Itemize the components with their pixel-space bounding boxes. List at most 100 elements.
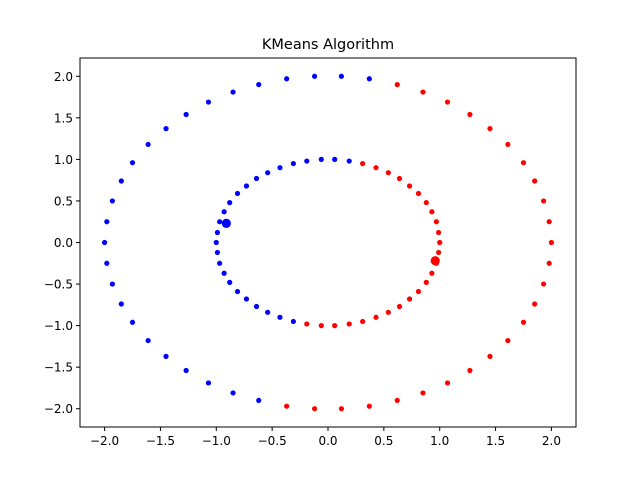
chart-title: KMeans Algorithm xyxy=(262,37,394,53)
data-point xyxy=(109,198,115,204)
data-point xyxy=(429,270,435,276)
data-point xyxy=(129,319,136,325)
x-tick-label: 0.0 xyxy=(318,434,337,448)
data-point xyxy=(227,279,233,285)
y-tick-label: −1.5 xyxy=(44,361,73,375)
data-point xyxy=(346,321,352,327)
data-point xyxy=(338,73,345,79)
data-point xyxy=(214,229,221,236)
data-point xyxy=(366,403,372,409)
data-point xyxy=(437,239,443,246)
data-point xyxy=(145,141,151,148)
data-point xyxy=(109,281,115,287)
data-point xyxy=(420,390,426,396)
data-point xyxy=(183,367,189,374)
data-point xyxy=(217,260,223,266)
data-point xyxy=(277,165,283,171)
data-point xyxy=(423,200,429,206)
data-point xyxy=(265,309,271,315)
data-point xyxy=(435,249,442,256)
data-point xyxy=(256,81,262,88)
y-tick-label: −2.0 xyxy=(44,402,73,416)
data-point xyxy=(284,76,290,82)
x-tick-label: 0.5 xyxy=(374,434,393,448)
y-tick-label: 0.0 xyxy=(54,236,73,250)
data-point xyxy=(487,353,493,359)
data-point xyxy=(221,270,227,276)
y-tick-label: 0.5 xyxy=(54,194,73,208)
data-point xyxy=(520,319,527,325)
data-point xyxy=(243,183,250,189)
data-point xyxy=(548,239,555,246)
data-point xyxy=(546,260,552,266)
x-tick-label: 1.0 xyxy=(430,434,449,448)
data-point xyxy=(360,160,366,167)
data-point xyxy=(234,190,241,197)
data-point xyxy=(253,175,260,182)
data-point xyxy=(205,99,212,105)
x-tick-label: −0.5 xyxy=(258,434,287,448)
data-point xyxy=(385,309,391,315)
data-point xyxy=(304,321,310,327)
data-point xyxy=(290,160,296,167)
x-tick-label: −2.0 xyxy=(90,434,119,448)
data-point xyxy=(429,209,435,215)
data-point xyxy=(487,126,493,132)
data-point xyxy=(217,219,223,225)
data-point xyxy=(214,249,221,256)
data-point xyxy=(118,178,124,184)
data-point xyxy=(346,158,352,164)
data-point xyxy=(118,301,124,307)
data-point xyxy=(205,380,212,386)
data-points xyxy=(101,73,555,412)
data-point xyxy=(423,279,429,285)
x-axis-ticks: −2.0 −1.5 −1.0 −0.5 0.0 0.5 1.0 1.5 2.0 xyxy=(90,427,561,448)
data-point xyxy=(318,323,324,329)
data-point xyxy=(541,198,547,204)
data-point xyxy=(406,296,413,302)
data-point xyxy=(104,260,110,266)
data-point xyxy=(277,314,283,320)
data-point xyxy=(311,406,318,412)
data-point xyxy=(444,380,451,386)
data-point xyxy=(396,175,403,182)
data-point xyxy=(253,303,260,310)
cluster-centroids xyxy=(221,218,440,266)
y-tick-label: −0.5 xyxy=(44,278,73,292)
data-point xyxy=(406,183,413,189)
data-point xyxy=(546,219,552,225)
data-point xyxy=(163,126,169,132)
data-point xyxy=(415,190,422,197)
data-point xyxy=(532,301,538,307)
data-point xyxy=(311,73,318,79)
y-axis-ticks: −2.0 −1.5 −1.0 −0.5 0.0 0.5 1.0 1.5 2.0 xyxy=(44,70,80,416)
plot-frame xyxy=(79,57,577,428)
data-point xyxy=(433,219,439,225)
data-point xyxy=(163,353,169,359)
data-point xyxy=(221,209,227,215)
centroid-marker xyxy=(430,256,440,266)
y-tick-label: −1.0 xyxy=(44,319,73,333)
data-point xyxy=(532,178,538,184)
data-point xyxy=(129,160,136,166)
data-point xyxy=(290,318,296,325)
data-point xyxy=(234,288,241,295)
data-point xyxy=(505,141,511,148)
data-point xyxy=(394,397,400,404)
data-point xyxy=(360,318,366,325)
data-point xyxy=(230,89,236,95)
data-point xyxy=(338,406,345,412)
data-point xyxy=(435,229,442,236)
data-point xyxy=(520,160,527,166)
data-point xyxy=(541,281,547,287)
data-point xyxy=(396,303,403,310)
data-point xyxy=(420,89,426,95)
data-point xyxy=(332,323,338,329)
data-point xyxy=(394,81,400,88)
centroid-marker xyxy=(221,218,231,228)
data-point xyxy=(444,99,451,105)
data-point xyxy=(415,288,422,295)
data-point xyxy=(304,158,310,164)
